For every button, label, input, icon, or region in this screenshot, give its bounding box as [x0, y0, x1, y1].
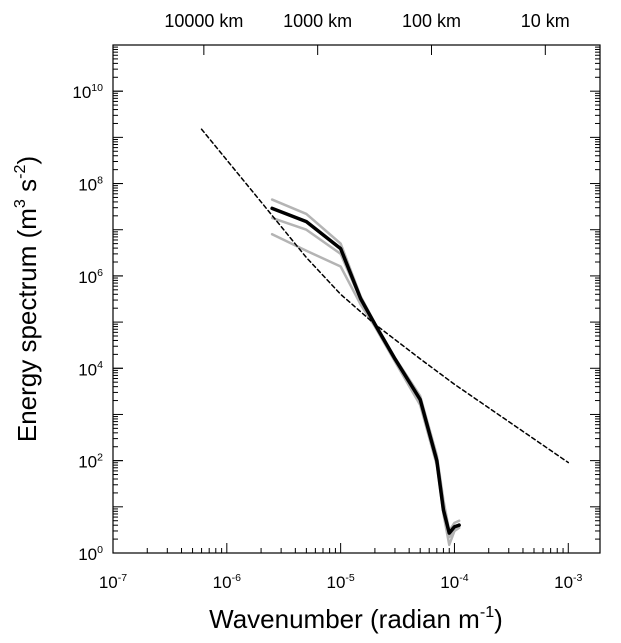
plot-frame	[112, 44, 601, 554]
x-axis-title: Wavenumber (radian m-1)	[209, 603, 503, 634]
series-line	[200, 128, 570, 464]
y-tick-label: 108	[78, 174, 103, 194]
x2-tick-label: 10 km	[521, 11, 570, 31]
series-line	[270, 232, 461, 547]
x-tick-label: 10-5	[326, 572, 354, 592]
y-tick-label: 100	[78, 544, 103, 564]
x-tick-label: 10-3	[554, 572, 582, 592]
y-tick-label: 106	[78, 267, 103, 287]
series-line	[270, 206, 461, 535]
y-tick-label: 104	[78, 359, 103, 379]
x-tick-label: 10-4	[440, 572, 468, 592]
y-tick-label: 102	[78, 451, 103, 471]
series-line	[270, 216, 461, 539]
x-tick-label: 10-7	[99, 572, 127, 592]
x2-tick-label: 10000 km	[164, 11, 243, 31]
x-tick-label: 10-6	[213, 572, 241, 592]
y-tick-label: 1010	[72, 82, 103, 102]
y-axis-title: Energy spectrum (m3 s-2)	[11, 156, 42, 442]
x2-tick-label: 1000 km	[283, 11, 352, 31]
x2-tick-label: 100 km	[402, 11, 461, 31]
